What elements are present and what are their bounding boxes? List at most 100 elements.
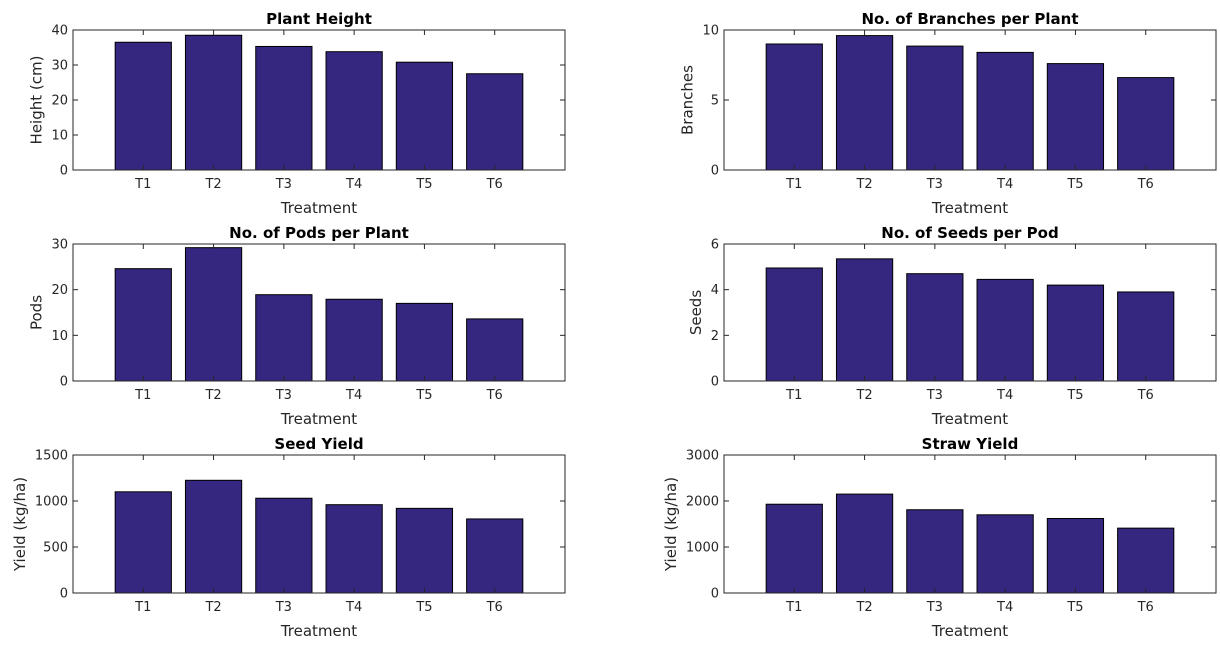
plot-area-frame <box>72 243 566 382</box>
bar <box>255 294 313 382</box>
y-tick-label: 1000 <box>35 495 68 510</box>
bar <box>325 298 383 382</box>
bar <box>114 41 172 171</box>
bar <box>255 45 313 171</box>
y-tick-label: 20 <box>51 94 68 109</box>
y-axis-label: Branches <box>679 65 697 135</box>
x-tick-label: T5 <box>415 600 432 615</box>
x-tick-label: T1 <box>785 177 802 192</box>
bar <box>1117 291 1175 382</box>
bar <box>325 51 383 171</box>
x-tick-label: T6 <box>1137 177 1154 192</box>
y-axis-label: Pods <box>28 295 46 330</box>
y-tick-label: 4 <box>711 283 719 298</box>
bar <box>325 504 383 594</box>
x-tick-label: T3 <box>275 388 292 403</box>
bar <box>1117 527 1175 594</box>
y-tick-label: 10 <box>51 129 68 144</box>
bar <box>395 61 454 171</box>
x-tick-label: T6 <box>486 388 503 403</box>
x-tick-label: T1 <box>134 600 151 615</box>
chart-panel: 0 1000 2000 3000 T1 T2 T3 T4 T5 T6 Straw Yield Trea… <box>662 435 1217 640</box>
y-tick-label: 10 <box>702 24 719 39</box>
y-axis-label: Height (cm) <box>28 56 46 145</box>
chart-title: No. of Seeds per Pod <box>881 224 1058 242</box>
y-axis-label: Yield (kg/ha) <box>11 477 29 572</box>
bar <box>976 514 1034 594</box>
x-tick-label: T2 <box>855 388 872 403</box>
x-tick-label: T4 <box>345 600 362 615</box>
x-axis-label: Treatment <box>931 410 1008 428</box>
bar <box>395 302 454 382</box>
x-tick-label: T4 <box>996 388 1013 403</box>
plot-area-frame <box>72 454 566 594</box>
bar <box>1046 63 1105 171</box>
y-tick-label: 3000 <box>686 449 719 464</box>
y-axis-label: Seeds <box>687 290 705 336</box>
chart-title: No. of Branches per Plant <box>862 10 1079 28</box>
bar <box>466 318 524 382</box>
bar <box>906 273 964 382</box>
bar <box>835 35 894 171</box>
chart-panel: 0 10 20 30 T1 T2 T3 T4 T5 T6 No. of Pods per Plant… <box>28 224 566 428</box>
x-tick-label: T1 <box>785 600 802 615</box>
chart-title: Seed Yield <box>274 435 363 453</box>
x-tick-label: T2 <box>204 177 221 192</box>
bar <box>184 479 243 594</box>
bar <box>1046 284 1105 382</box>
x-axis-label: Treatment <box>931 199 1008 217</box>
plot-area-frame <box>723 243 1217 382</box>
x-tick-label: T6 <box>486 177 503 192</box>
x-axis-label: Treatment <box>280 622 357 640</box>
x-tick-label: T5 <box>415 177 432 192</box>
x-tick-label: T2 <box>204 388 221 403</box>
bar <box>184 247 243 382</box>
x-axis-label: Treatment <box>931 622 1008 640</box>
y-tick-label: 40 <box>51 24 68 39</box>
y-tick-label: 0 <box>711 587 719 602</box>
y-tick-label: 1000 <box>686 541 719 556</box>
chart-panel: 0 10 20 30 40 T1 T2 T3 T4 T5 T6 Plant Height Treatme… <box>28 10 566 217</box>
x-tick-label: T1 <box>134 177 151 192</box>
x-tick-label: T4 <box>345 177 362 192</box>
x-tick-label: T4 <box>996 177 1013 192</box>
bar <box>114 268 172 382</box>
x-axis-label: Treatment <box>280 410 357 428</box>
x-tick-label: T3 <box>926 388 943 403</box>
x-tick-label: T2 <box>855 600 872 615</box>
x-tick-label: T3 <box>926 600 943 615</box>
bar <box>906 45 964 171</box>
chart-title: Plant Height <box>266 10 372 28</box>
x-tick-label: T3 <box>275 177 292 192</box>
y-tick-label: 0 <box>711 164 719 179</box>
x-tick-label: T6 <box>486 600 503 615</box>
bar <box>395 507 454 594</box>
x-tick-label: T5 <box>1066 388 1083 403</box>
y-tick-label: 0 <box>711 375 719 390</box>
x-tick-label: T3 <box>275 600 292 615</box>
bar <box>765 267 823 382</box>
y-tick-label: 30 <box>51 59 68 74</box>
bar <box>466 73 524 171</box>
y-tick-label: 5 <box>711 94 719 109</box>
y-tick-label: 6 <box>711 238 719 253</box>
x-tick-label: T6 <box>1137 600 1154 615</box>
bar <box>255 497 313 594</box>
plot-area-frame <box>723 454 1217 594</box>
x-tick-label: T2 <box>204 600 221 615</box>
bar <box>1046 517 1105 594</box>
bar <box>835 493 894 594</box>
x-tick-label: T4 <box>345 388 362 403</box>
y-tick-label: 0 <box>60 587 68 602</box>
bar <box>835 258 894 382</box>
x-tick-label: T5 <box>1066 600 1083 615</box>
bar <box>765 503 823 594</box>
y-tick-label: 10 <box>51 329 68 344</box>
bar <box>765 43 823 171</box>
y-tick-label: 2 <box>711 329 719 344</box>
x-tick-label: T1 <box>785 388 802 403</box>
bar <box>906 509 964 594</box>
bar <box>976 51 1034 171</box>
x-tick-label: T5 <box>1066 177 1083 192</box>
x-tick-label: T3 <box>926 177 943 192</box>
